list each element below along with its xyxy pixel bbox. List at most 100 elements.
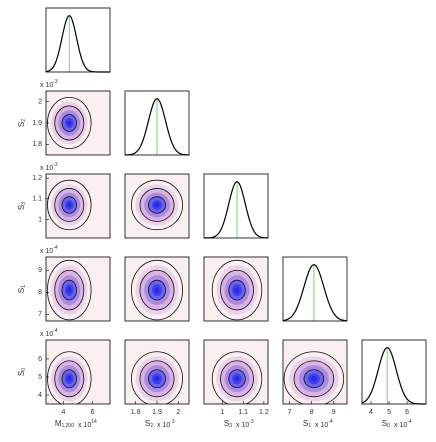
- panel-frame: [203, 339, 269, 405]
- y-axis-label: S0: [17, 368, 27, 376]
- scale-base: x 10: [40, 165, 53, 172]
- panel-frame: [45, 256, 111, 322]
- marginal-curve: [282, 264, 348, 322]
- density-contour: [310, 376, 317, 382]
- symbol: S: [303, 419, 308, 428]
- y-axis-label: S3: [17, 202, 27, 210]
- panel-frame: [124, 173, 190, 239]
- symbol: S: [17, 371, 26, 376]
- panel: [204, 174, 268, 238]
- y-tick-label: 6: [38, 356, 42, 363]
- panel-frame: [282, 256, 348, 322]
- x-tick-label: 1.1: [238, 409, 248, 416]
- marginal-curve: [124, 98, 190, 156]
- scale-base: x 10: [40, 331, 53, 338]
- x-tick-label: 1.8: [131, 409, 141, 416]
- x-tick-label: 5: [387, 409, 391, 416]
- scale-exponent: -3: [170, 419, 175, 425]
- y-tick-label: 4: [38, 392, 42, 399]
- density-contour: [234, 287, 240, 294]
- scale-label: x 10-3: [40, 79, 58, 89]
- scale-exponent: -3: [53, 79, 58, 85]
- x-axis-label: M1,200: [55, 419, 74, 429]
- subscript: 1: [21, 285, 27, 288]
- scale-base: x 10: [40, 248, 53, 255]
- scale-label: x 10-4: [394, 419, 412, 429]
- scale-base: x 10: [157, 422, 170, 429]
- symbol: S: [17, 122, 26, 127]
- density-contour: [154, 287, 160, 294]
- density-contour: [67, 287, 72, 294]
- x-tick-label: 1.2: [259, 409, 269, 416]
- symbol: S: [145, 419, 150, 428]
- subscript: 3: [229, 423, 232, 429]
- scale-label: x 10-4: [315, 419, 333, 429]
- x-tick-label: 1: [221, 409, 225, 416]
- scale-base: x 10: [40, 82, 53, 89]
- density: [47, 179, 92, 231]
- density-contour: [67, 120, 72, 126]
- scale-label: x 10-3: [157, 419, 175, 429]
- scale-base: x 10: [394, 422, 407, 429]
- x-axis-label: S3: [224, 419, 232, 429]
- subscript: 1,200: [61, 423, 74, 429]
- scale-exponent: -4: [53, 245, 58, 251]
- marginal-curve: [361, 347, 426, 405]
- scale-base: x 10: [315, 422, 328, 429]
- y-axis-label: S1: [17, 285, 27, 293]
- subscript: 1: [308, 423, 311, 429]
- y-tick-label: 8: [38, 289, 42, 296]
- x-tick-label: 4: [62, 409, 66, 416]
- scale-exponent: -3: [53, 162, 58, 168]
- symbol: S: [17, 288, 26, 293]
- density: [130, 179, 183, 231]
- panel-frame: [45, 173, 111, 239]
- x-tick-label: 6: [405, 409, 409, 416]
- panel-frame: [45, 339, 111, 405]
- x-axis-label: S1: [303, 419, 311, 429]
- subscript: 0: [21, 368, 27, 371]
- x-axis-label: S0: [382, 419, 390, 429]
- panel-frame: [45, 7, 111, 73]
- y-tick-label: 1.8: [32, 141, 42, 148]
- density: [283, 351, 345, 404]
- scale-exponent: -4: [53, 328, 58, 334]
- y-tick-label: 1.9: [32, 120, 42, 127]
- panel-frame: [361, 339, 427, 405]
- symbol: S: [224, 419, 229, 428]
- scale-label: x 1014: [78, 419, 97, 429]
- scale-exponent: -4: [407, 419, 412, 425]
- y-tick-label: 1.1: [32, 196, 42, 203]
- y-tick-label: 1.2: [32, 175, 42, 182]
- x-axis-label: S2: [145, 419, 153, 429]
- density: [131, 351, 183, 404]
- y-tick-label: 7: [38, 311, 42, 318]
- subscript: 0: [387, 423, 390, 429]
- symbol: M: [55, 419, 62, 428]
- panel: [362, 340, 426, 404]
- y-tick-label: 1: [38, 216, 42, 223]
- panel-frame: [124, 256, 190, 322]
- x-tick-label: 4: [369, 409, 373, 416]
- subscript: 2: [21, 119, 27, 122]
- density-contour: [154, 376, 160, 382]
- y-tick-label: 5: [38, 374, 42, 381]
- density: [47, 351, 92, 404]
- density: [47, 97, 92, 150]
- scale-base: x 10: [78, 422, 91, 429]
- scale-label: x 10-3: [236, 419, 254, 429]
- symbol: S: [382, 419, 387, 428]
- scale-exponent: -4: [328, 419, 333, 425]
- panel-frame: [203, 173, 269, 239]
- scale-label: x 10-4: [40, 245, 58, 255]
- y-tick-label: 2: [38, 99, 42, 106]
- x-tick-label: 8: [310, 409, 314, 416]
- panel: [46, 8, 110, 72]
- x-tick-label: 7: [288, 409, 292, 416]
- y-tick-label: 9: [38, 267, 42, 274]
- x-tick-label: 2: [176, 409, 180, 416]
- marginal-curve: [204, 181, 269, 239]
- x-tick-label: 9: [332, 409, 336, 416]
- symbol: S: [17, 205, 26, 210]
